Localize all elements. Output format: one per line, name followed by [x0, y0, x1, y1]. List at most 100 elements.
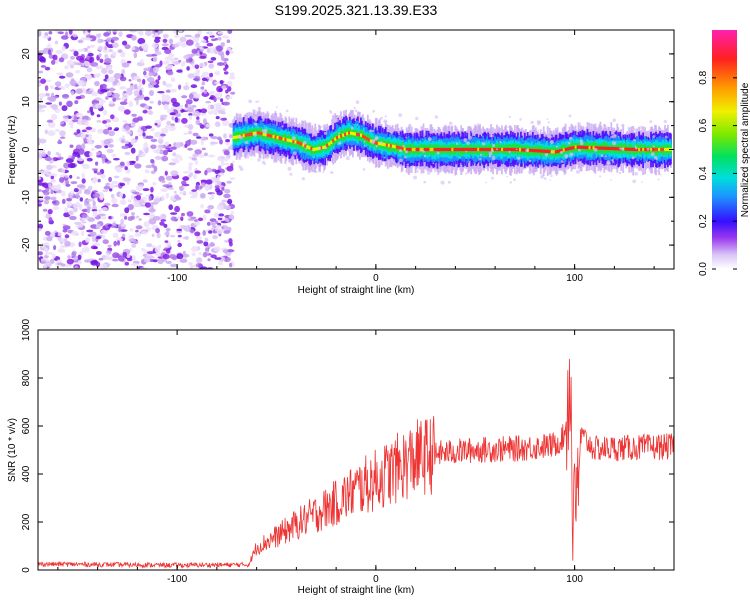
- ridge-peak: [548, 149, 551, 154]
- noise-blob: [176, 253, 184, 260]
- noise-blob: [167, 71, 174, 76]
- ridge-peak: [298, 141, 301, 145]
- noise-blob: [229, 262, 233, 268]
- halo-dot: [232, 160, 235, 163]
- halo-dot: [528, 159, 532, 163]
- noise-blob: [103, 185, 111, 190]
- noise-blob: [97, 38, 101, 44]
- noise-blob: [150, 127, 155, 132]
- noise-blob: [181, 180, 187, 186]
- noise-blob: [214, 81, 222, 85]
- noise-blob: [61, 168, 66, 174]
- ridge-peak: [479, 147, 482, 152]
- noise-blob: [124, 166, 128, 171]
- noise-blob: [130, 160, 136, 164]
- noise-blob: [157, 75, 161, 81]
- halo-dot: [350, 126, 354, 130]
- noise-blob: [188, 262, 193, 266]
- ridge-peak: [280, 136, 283, 141]
- noise-blob: [214, 71, 220, 76]
- y-tick-label: 1000: [21, 318, 32, 341]
- noise-blob: [161, 180, 166, 183]
- noise-blob: [154, 38, 160, 44]
- x-tick-label: 0: [373, 574, 379, 585]
- ridge-peak: [431, 147, 434, 152]
- colorbar-label: Normalized spectral amplitude: [740, 82, 750, 217]
- noise-blob: [108, 176, 112, 182]
- noise-blob: [59, 130, 66, 137]
- noise-blob: [39, 138, 47, 144]
- noise-blob: [104, 124, 111, 128]
- noise-blob: [51, 104, 58, 111]
- noise-blob: [223, 71, 229, 75]
- ridge-peak: [314, 147, 317, 151]
- noise-blob: [149, 100, 154, 104]
- noise-blob: [150, 144, 157, 150]
- ridge-peak: [373, 141, 377, 145]
- halo-dot: [371, 130, 374, 133]
- noise-blob: [61, 93, 70, 99]
- ridge-peak: [465, 147, 468, 152]
- noise-blob: [205, 101, 212, 104]
- noise-blob: [106, 91, 113, 96]
- noise-blob: [69, 174, 73, 179]
- noise-blob: [188, 113, 193, 116]
- noise-blob: [50, 175, 55, 180]
- ridge-peak: [429, 147, 432, 152]
- noise-blob: [191, 252, 196, 257]
- ridge-peak: [499, 147, 502, 152]
- noise-blob: [225, 139, 231, 143]
- noise-blob: [131, 263, 140, 267]
- halo-dot: [238, 136, 240, 139]
- noise-blob: [163, 103, 169, 110]
- noise-blob: [119, 213, 127, 217]
- noise-blob: [44, 32, 49, 37]
- ridge-peak: [447, 147, 450, 152]
- noise-blob: [76, 129, 81, 134]
- noise-blob: [134, 233, 142, 237]
- noise-blob: [144, 147, 149, 154]
- noise-blob: [193, 173, 197, 180]
- noise-blob: [215, 92, 223, 98]
- noise-blob: [148, 85, 153, 89]
- noise-blob: [160, 133, 166, 137]
- ridge-peak: [630, 147, 633, 151]
- noise-blob: [153, 84, 160, 88]
- noise-blob: [104, 57, 112, 64]
- halo-dot: [253, 109, 257, 113]
- halo-dot: [634, 128, 638, 132]
- halo-dot: [347, 118, 350, 120]
- noise-blob: [44, 199, 49, 205]
- ridge-peak: [411, 147, 414, 152]
- noise-blob: [192, 110, 201, 117]
- ridge-peak: [572, 146, 575, 150]
- noise-blob: [106, 148, 114, 154]
- ridge-peak: [381, 142, 384, 146]
- noise-blob: [98, 53, 102, 58]
- noise-blob: [194, 33, 201, 38]
- halo-dot: [648, 169, 651, 172]
- halo-dot: [547, 121, 551, 124]
- noise-blob: [57, 86, 65, 89]
- ridge-peak: [300, 142, 303, 146]
- snr-ylabel: SNR (10 * v/v): [7, 418, 18, 482]
- noise-blob: [44, 230, 51, 236]
- noise-blob: [72, 203, 80, 209]
- halo-dot: [433, 170, 436, 173]
- noise-blob: [65, 31, 68, 37]
- noise-blob: [75, 112, 84, 118]
- noise-blob: [67, 162, 76, 169]
- noise-blob: [185, 82, 189, 86]
- ridge-peak: [461, 147, 464, 152]
- noise-blob: [182, 170, 190, 174]
- noise-blob: [51, 200, 57, 204]
- noise-blob: [90, 260, 98, 266]
- noise-blob: [207, 205, 215, 210]
- noise-blob: [221, 186, 225, 191]
- noise-blob: [121, 145, 130, 150]
- noise-blob: [123, 90, 127, 94]
- noise-blob: [230, 211, 235, 214]
- noise-blob: [127, 204, 134, 211]
- halo-dot: [606, 160, 611, 164]
